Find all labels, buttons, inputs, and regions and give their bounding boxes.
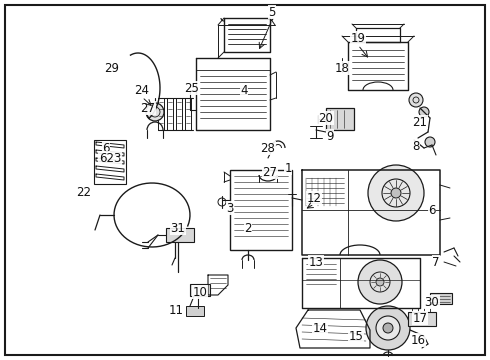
Text: 4: 4	[240, 84, 248, 96]
Text: 29: 29	[104, 62, 120, 75]
Bar	[185, 98, 191, 130]
Text: 20: 20	[318, 112, 333, 125]
Text: 30: 30	[425, 296, 440, 309]
Bar	[166, 228, 194, 242]
Text: 6: 6	[428, 203, 436, 216]
Text: 21: 21	[413, 116, 427, 129]
Bar	[230, 170, 292, 250]
Bar	[158, 98, 164, 130]
Circle shape	[419, 107, 429, 117]
Circle shape	[376, 278, 384, 286]
Circle shape	[383, 323, 393, 333]
Bar	[176, 98, 182, 130]
Text: 9: 9	[326, 130, 334, 143]
Text: 11: 11	[169, 303, 183, 316]
Text: 2: 2	[244, 221, 252, 234]
Text: 12: 12	[307, 192, 321, 204]
Circle shape	[391, 188, 401, 198]
Bar	[190, 284, 210, 296]
Bar	[408, 312, 436, 326]
Text: 25: 25	[185, 81, 199, 95]
Circle shape	[409, 93, 423, 107]
Circle shape	[425, 137, 435, 147]
Circle shape	[368, 165, 424, 221]
Text: 14: 14	[313, 321, 327, 334]
Text: 1: 1	[284, 162, 292, 175]
Text: 19: 19	[350, 32, 366, 45]
Circle shape	[366, 306, 410, 350]
Text: 31: 31	[171, 221, 185, 234]
Text: 18: 18	[335, 62, 349, 75]
Text: 7: 7	[432, 256, 440, 269]
Bar	[430, 293, 452, 304]
Text: 6: 6	[102, 141, 110, 154]
Text: 16: 16	[411, 333, 425, 346]
Circle shape	[376, 316, 400, 340]
Circle shape	[358, 260, 402, 304]
Bar	[94, 140, 126, 184]
Text: 5: 5	[269, 5, 276, 18]
Text: 17: 17	[413, 311, 427, 324]
Text: 8: 8	[412, 140, 420, 153]
Text: 27: 27	[141, 102, 155, 114]
Text: 24: 24	[134, 84, 149, 96]
Text: 10: 10	[193, 285, 207, 298]
Text: 623: 623	[99, 152, 121, 165]
Text: 3: 3	[226, 202, 234, 215]
Circle shape	[146, 103, 164, 121]
Text: 13: 13	[309, 256, 323, 269]
Text: 22: 22	[76, 185, 92, 198]
Bar	[186, 306, 204, 316]
Text: 15: 15	[348, 329, 364, 342]
Text: 28: 28	[261, 141, 275, 154]
Bar	[167, 98, 173, 130]
Bar	[326, 108, 354, 130]
Text: 27: 27	[263, 166, 277, 179]
